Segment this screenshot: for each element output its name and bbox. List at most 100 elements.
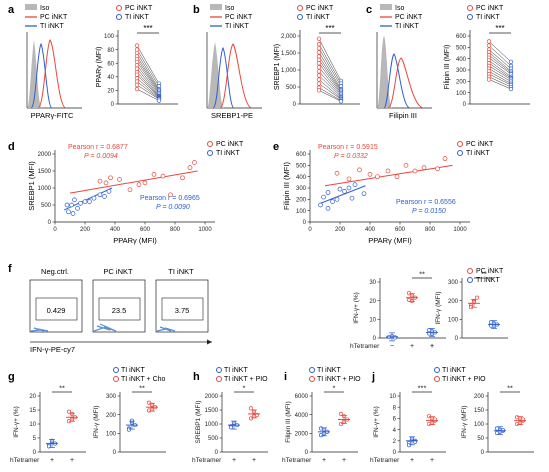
data-point — [146, 400, 152, 405]
scatter-x-tick-label: 1000 — [453, 227, 467, 233]
pair-line — [318, 56, 342, 91]
scatter-xlabel: PPARγ (MFI) — [113, 236, 157, 245]
pair-line — [136, 52, 160, 90]
legend-label-ti: TI iNKT — [476, 277, 500, 284]
dot-y-tick-label: 30 — [369, 280, 376, 286]
pc-point — [316, 77, 322, 82]
pc-regression-line — [69, 170, 198, 194]
dot-y-tick-label: 0 — [33, 450, 37, 456]
pair-line — [488, 79, 512, 90]
legend-label-ti-dot: TI iNKT — [125, 14, 149, 21]
scatter-y-tick-label: 1500 — [38, 169, 52, 175]
pc-point — [486, 77, 492, 82]
pc-point — [316, 69, 322, 74]
dot-y-tick-label: 15 — [29, 408, 36, 414]
pair-line — [318, 59, 342, 92]
dot-y-tick-label: 10 — [29, 422, 36, 428]
dot-ylabel: IFN-γ+ (%) — [373, 406, 380, 438]
pc-point — [385, 168, 391, 174]
pc-regression-line — [324, 164, 453, 187]
pc-point — [160, 173, 166, 179]
data-point — [248, 416, 254, 421]
pc-point — [435, 166, 440, 172]
scatter-y-tick-label: 500 — [41, 203, 52, 209]
ti-pearson-label: Pearson r = 0.6965 — [140, 195, 200, 202]
scatter-ylabel: Filipin III (MFI) — [282, 162, 291, 210]
flow-gate — [98, 297, 141, 321]
panel-b-dot-legend: PC iNKT TI iNKT — [297, 5, 334, 21]
significance-label: ** — [507, 384, 513, 393]
ti-point — [318, 202, 323, 208]
x-category-value: + — [252, 457, 256, 464]
dot-ylabel: IFN-γ (MFI) — [93, 405, 100, 438]
dot-y-tick-label: 0 — [455, 336, 459, 342]
flow-gate-value: 0.429 — [47, 306, 66, 315]
ti-point — [75, 206, 80, 211]
ti-point — [508, 59, 514, 64]
pair-line — [136, 71, 160, 97]
paired-y-tick-label: 600 — [456, 34, 467, 40]
legend-label-ti: TI iNKT — [121, 367, 145, 374]
data-point — [392, 335, 398, 340]
x-category-value: − — [390, 343, 394, 350]
dot-y-tick-label: 6 — [393, 417, 397, 423]
scatter-y-tick-label: 0 — [48, 220, 52, 226]
paired-y-tick-label: 1,000 — [281, 68, 297, 74]
significance-label: *** — [143, 24, 152, 33]
pair-line — [136, 65, 160, 95]
x-category-value: + — [430, 343, 434, 350]
pc-point — [117, 177, 122, 182]
histogram-xlabel: SREBP1-PE — [211, 111, 253, 120]
dot-y-tick-label: 20 — [29, 394, 36, 400]
scatter-x-tick-label: 200 — [335, 227, 346, 233]
paired-y-tick-label: 0 — [111, 102, 115, 108]
pc-point — [103, 180, 109, 186]
dot-y-tick-label: 6000 — [295, 394, 309, 400]
panel-b: b Iso PC iNKT TI iNKT SREBP1-PE PC iNKT … — [193, 4, 360, 120]
dot-y-tick-label: 200 — [448, 299, 459, 305]
pair-line — [318, 63, 342, 94]
ti-point — [321, 194, 326, 200]
panel-a-dot-legend: PC iNKT TI iNKT — [116, 5, 153, 21]
legend-label-pc-dot: PC iNKT — [306, 5, 334, 12]
flow-gate — [35, 297, 78, 321]
dot-y-tick-label: 0 — [481, 450, 485, 456]
pc-point — [367, 172, 373, 177]
significance-label: ** — [59, 384, 65, 393]
pc-p-label: P = 0.0332 — [334, 153, 368, 160]
pair-line — [488, 57, 512, 75]
scatter-x-tick-label: 0 — [53, 227, 57, 233]
panel-f-ifn-mfi-plot: 0 100 200 300 IFN-γ (MFI) ** + — [430, 270, 508, 350]
x-category-value: + — [430, 457, 434, 464]
scatter-y-tick-label: 500 — [296, 164, 307, 170]
pc-point — [442, 156, 448, 161]
dot-y-tick-label: 100 — [106, 432, 117, 438]
dot-y-tick-label: 4 — [393, 428, 397, 434]
paired-ylabel: PPARγ (MFI) — [96, 47, 103, 88]
dot-y-tick-label: 100 — [448, 318, 459, 324]
pc-point — [316, 73, 322, 78]
pair-line — [318, 71, 342, 97]
legend-label-ti: TI iNKT — [466, 150, 490, 157]
scatter-y-tick-label: 600 — [296, 152, 307, 158]
pc-point — [108, 175, 113, 181]
scatter-x-tick-label: 800 — [170, 227, 181, 233]
scatter-xlabel: PPARγ (MFI) — [368, 236, 412, 245]
data-point — [338, 411, 344, 416]
dot-ylabel: Filipin III (MFI) — [285, 401, 292, 443]
ti-point — [102, 194, 107, 199]
paired-y-tick-label: 80 — [107, 48, 114, 54]
ti-point — [69, 202, 74, 208]
scatter-y-tick-label: 1000 — [38, 186, 52, 192]
panel-g-ifn-percent-plot: 0 5 10 15 20 IFN-γ+ (%) ** hTetramer + + — [10, 384, 86, 464]
paired-y-tick-label: 300 — [456, 68, 467, 74]
legend-label-iso: Iso — [40, 5, 49, 12]
dot-y-tick-label: 200 — [474, 394, 485, 400]
ti-point — [87, 199, 92, 204]
legend-label-ti: TI iNKT — [317, 367, 341, 374]
legend-label-pc: PC iNKT — [476, 268, 504, 275]
ti-point — [330, 199, 335, 204]
